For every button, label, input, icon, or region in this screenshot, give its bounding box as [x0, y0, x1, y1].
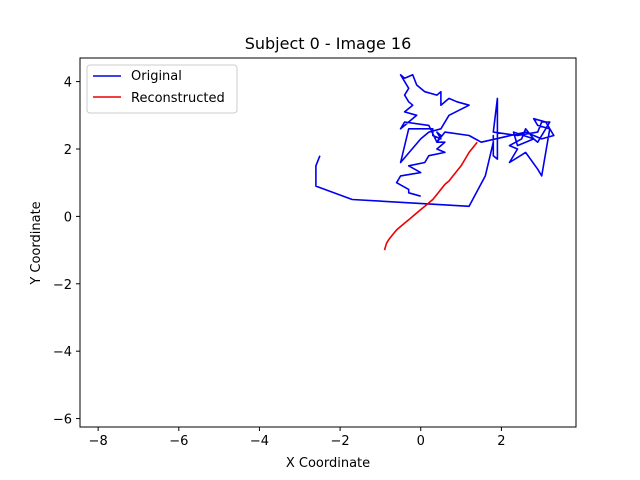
- series-line-original: [315, 74, 555, 208]
- series-line-reconstructed: [383, 141, 478, 251]
- y-tick-label: −4: [53, 345, 72, 360]
- y-tick-label: 2: [64, 143, 72, 158]
- x-axis-title: X Coordinate: [286, 456, 370, 471]
- legend: Original Reconstructed: [86, 64, 238, 114]
- x-tick-label: 0: [417, 434, 425, 449]
- x-tick-label: −8: [89, 434, 108, 449]
- plot-lines: [315, 74, 555, 251]
- legend-box: [86, 64, 238, 114]
- y-tick-label: 0: [64, 210, 72, 225]
- y-axis-title: Y Coordinate: [29, 201, 44, 285]
- y-tick-label: 4: [64, 76, 72, 91]
- x-axis-ticks: −8 −6 −4 −2 0 2: [89, 427, 506, 449]
- x-tick-label: −4: [250, 434, 269, 449]
- x-tick-label: 2: [497, 434, 505, 449]
- plot-area: [79, 57, 577, 428]
- legend-label-reconstructed: Reconstructed: [131, 91, 225, 106]
- y-tick-label: −2: [53, 278, 72, 293]
- y-tick-label: −6: [53, 413, 72, 428]
- chart-title: Subject 0 - Image 16: [245, 34, 412, 53]
- x-tick-label: −6: [169, 434, 188, 449]
- legend-label-original: Original: [131, 69, 182, 84]
- x-tick-label: −2: [331, 434, 350, 449]
- y-axis-ticks: −6 −4 −2 0 2 4: [53, 76, 80, 428]
